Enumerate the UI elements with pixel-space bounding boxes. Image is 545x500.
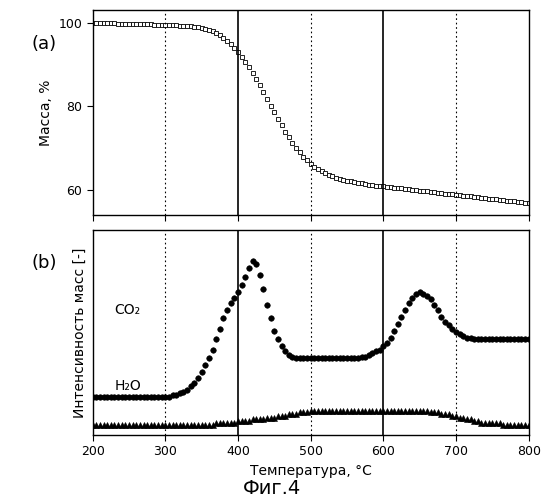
Y-axis label: Масса, %: Масса, %: [39, 80, 53, 146]
Text: H₂O: H₂O: [114, 380, 141, 394]
Text: (b): (b): [32, 254, 57, 272]
Text: CO₂: CO₂: [114, 302, 141, 316]
Text: Фиг.4: Фиг.4: [244, 478, 301, 498]
X-axis label: Температура, °C: Температура, °C: [250, 464, 372, 478]
Text: (a): (a): [32, 34, 57, 52]
Y-axis label: Интенсивность масс [-]: Интенсивность масс [-]: [73, 247, 87, 418]
